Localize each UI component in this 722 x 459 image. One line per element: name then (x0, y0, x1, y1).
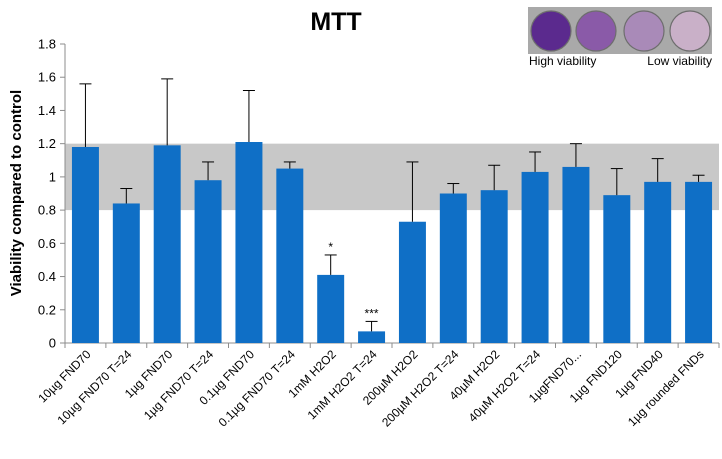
chart-title: MTT (310, 8, 361, 36)
bar (685, 181, 713, 343)
x-tick-label: 1µg rounded FNDs (625, 347, 707, 429)
well (575, 10, 617, 52)
bar (480, 190, 508, 343)
x-tick-label: 1µg FND70 T=24 (141, 347, 216, 422)
well (669, 10, 711, 52)
y-tick-label: 1.6 (38, 70, 56, 85)
y-tick-label: 0 (49, 336, 56, 351)
bar (644, 181, 672, 343)
significance-mark: *** (365, 306, 379, 320)
x-tick-label: 1mM H2O2 T=24 (305, 347, 380, 422)
x-tick-label: 0.1µg FND70 T=24 (216, 347, 299, 430)
significance-mark: * (328, 240, 333, 254)
x-tick-label: 10µg FND70 T=24 (54, 347, 134, 427)
bar (153, 145, 181, 343)
x-tick-label: 200µM H2O2 T=24 (379, 347, 462, 430)
bar (358, 331, 386, 343)
y-tick-label: 1.4 (38, 103, 56, 118)
bar (71, 146, 99, 343)
bar (194, 180, 222, 343)
bar (276, 168, 304, 343)
bar (562, 166, 590, 343)
bar (235, 142, 263, 343)
low-viability-label: Low viability (647, 54, 712, 68)
bar (439, 193, 467, 343)
well (623, 10, 665, 52)
y-tick-label: 1.2 (38, 136, 56, 151)
well (530, 10, 572, 52)
y-tick-label: 1 (49, 169, 56, 184)
y-tick-label: 1.8 (38, 37, 56, 52)
x-tick-label: 40µM H2O2 T=24 (466, 347, 544, 425)
high-viability-label: High viability (529, 54, 596, 68)
bar (317, 274, 345, 343)
y-tick-label: 0.6 (38, 236, 56, 251)
bar (521, 171, 549, 343)
bar (398, 221, 426, 343)
bar (112, 203, 140, 343)
y-tick-label: 0.4 (38, 269, 56, 284)
bar (603, 195, 631, 343)
y-tick-label: 0.2 (38, 302, 56, 317)
viability-wells-inset: High viability Low viability (528, 7, 712, 68)
y-axis-label: Viability compared to control (8, 90, 25, 296)
y-tick-label: 0.8 (38, 203, 56, 218)
